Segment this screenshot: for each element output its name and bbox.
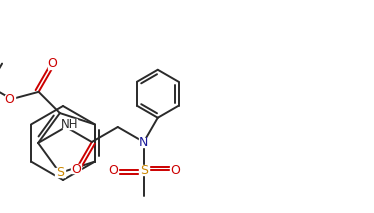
Text: S: S (140, 164, 148, 177)
Text: O: O (108, 164, 118, 177)
Bar (71, 164, 81, 173)
Text: O: O (71, 163, 81, 176)
Bar (4, 95, 15, 104)
Text: O: O (4, 93, 15, 106)
Bar (55, 168, 65, 177)
Bar (108, 166, 118, 174)
Bar (63, 119, 77, 129)
Bar (139, 165, 149, 175)
Bar (170, 166, 180, 174)
Text: O: O (48, 57, 58, 70)
Text: NH: NH (61, 118, 79, 131)
Bar (47, 60, 58, 69)
Text: S: S (56, 166, 64, 179)
Text: N: N (139, 135, 148, 148)
Bar (139, 138, 148, 147)
Text: O: O (170, 164, 180, 177)
